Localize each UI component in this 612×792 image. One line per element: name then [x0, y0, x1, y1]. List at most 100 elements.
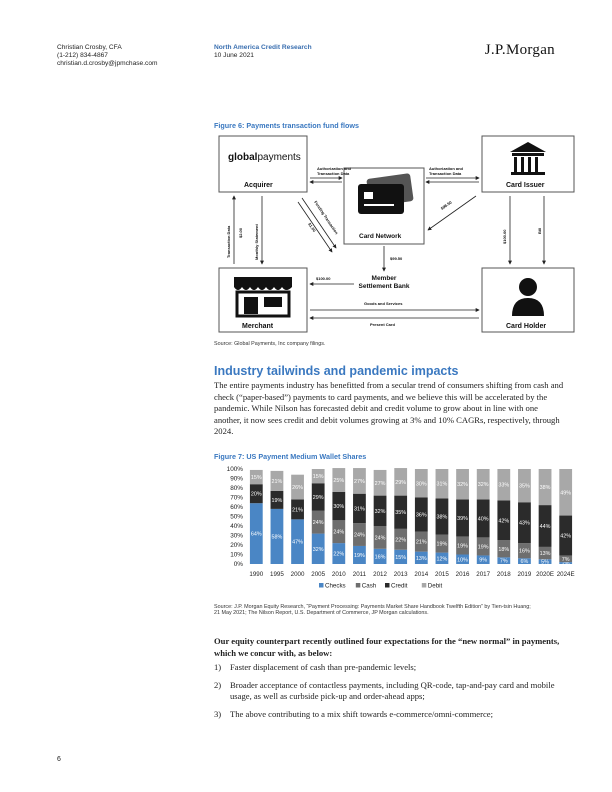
lead-paragraph: Our equity counterpart recently outlined…	[214, 636, 560, 658]
bar-segment-credit	[559, 515, 573, 556]
data-label: 16%	[519, 549, 530, 555]
member-bank-label-2: Settlement Bank	[359, 283, 410, 290]
bar-segment-debit	[538, 469, 552, 506]
list-item-number: 3)	[214, 708, 222, 719]
data-label: 12%	[437, 556, 448, 562]
author-block: Christian Crosby, CFA (1-212) 834-4867 c…	[57, 44, 158, 68]
y-tick-label: 40%	[230, 523, 243, 530]
bar-segment-credit	[435, 498, 449, 535]
data-label: 21%	[416, 540, 427, 546]
value-99-50-label: $99.50	[390, 256, 403, 261]
bar-segment-cash	[518, 543, 531, 559]
data-label: 33%	[498, 483, 509, 489]
data-label: 35%	[395, 510, 406, 516]
jpmorgan-logo: J.P.Morgan	[484, 42, 555, 58]
card-network-label: Card Network	[359, 233, 402, 240]
bars: 64% 20% 15% 58% 19% 21% 47% 21% 26% 32% 24% 29% 15% 2…	[249, 468, 573, 567]
data-label: 35%	[519, 484, 530, 490]
bar-segment-debit	[435, 469, 449, 499]
data-label: 10%	[457, 557, 468, 563]
bar-segment-credit	[456, 499, 469, 537]
x-tick-label: 2024E	[557, 571, 575, 578]
figure7-source: Source: J.P. Morgan Equity Research, “Pa…	[214, 604, 531, 616]
bar-segment-credit	[538, 505, 552, 547]
data-label: 31%	[354, 506, 365, 512]
data-label: 24%	[313, 520, 324, 526]
data-label: 32%	[457, 482, 468, 488]
list-item-number: 2)	[214, 679, 222, 690]
person-icon	[512, 278, 544, 316]
bar-segment-credit	[476, 499, 490, 538]
report-info: North America Credit Research 10 June 20…	[214, 44, 312, 60]
bar-segment-checks	[311, 533, 325, 564]
data-label: 24%	[375, 535, 386, 541]
transaction-data-label: Transaction Data	[226, 225, 231, 258]
x-tick-label: 2018	[497, 571, 511, 578]
data-label: 2%	[562, 561, 570, 567]
section-heading: Industry tailwinds and pandemic impacts	[214, 364, 459, 378]
merchant-box	[218, 267, 308, 333]
y-tick-label: 100%	[227, 466, 244, 473]
legend: Checks Cash Credit Debit	[319, 583, 443, 590]
data-label: 16%	[375, 554, 386, 560]
data-label: 21%	[272, 479, 283, 485]
bar-segment-debit	[456, 469, 469, 500]
legend-label: Cash	[362, 583, 377, 590]
member-bank-label-1: Member	[372, 275, 397, 282]
bar-segment-debit	[476, 469, 490, 500]
expectations-list: 1) Faster displacement of cash than pre-…	[214, 662, 574, 726]
bank-building-icon	[510, 142, 546, 175]
goods-services-label: Goods and Services	[364, 301, 403, 306]
bar-segment-checks	[414, 551, 428, 564]
data-label: 19%	[457, 543, 468, 549]
bar-segment-checks	[291, 519, 304, 564]
bar-segment-debit	[414, 469, 428, 498]
value-2-00-label: $2.00	[238, 227, 243, 238]
paragraph-text: The entire payments industry has benefit…	[214, 380, 564, 437]
x-tick-label: 2000	[291, 571, 305, 578]
globalpayments-logo: globalpayments	[228, 152, 301, 163]
bar-segment-debit	[559, 469, 573, 516]
data-label: 25%	[333, 478, 344, 484]
x-tick-label: 2017	[476, 571, 490, 578]
bar-segment-cash	[497, 540, 511, 558]
bar-segment-checks	[435, 552, 449, 564]
card-network-box	[343, 167, 425, 245]
storefront-icon	[234, 277, 292, 318]
data-label: 43%	[519, 521, 530, 527]
data-label: 7%	[562, 557, 570, 563]
value-98-50-label: $98.50	[440, 199, 454, 211]
data-label: 9%	[479, 558, 487, 564]
y-axis: 0% 10% 20% 30% 40% 50% 60% 70% 80% 90% 100%	[227, 466, 244, 568]
data-label: 19%	[272, 498, 283, 504]
x-tick-label: 2013	[394, 571, 408, 578]
legend-swatch-debit	[421, 583, 427, 588]
data-label: 32%	[313, 547, 324, 553]
data-label: 13%	[416, 556, 427, 562]
bar-segment-debit	[291, 474, 304, 500]
y-tick-label: 60%	[230, 504, 243, 511]
figure7-source-line2: 21 May 2021; The Nilson Report, U.S. Dep…	[214, 610, 429, 616]
bar-segment-cash	[559, 555, 573, 563]
bar-segment-cash	[414, 531, 428, 552]
value-100-holder-label: $100.00	[502, 229, 507, 244]
bill-label: Bill	[537, 228, 542, 234]
data-label: 5%	[541, 560, 549, 566]
data-label: 29%	[395, 480, 406, 486]
figure6-source: Source: Global Payments, Inc company fil…	[214, 341, 326, 347]
bar-segment-checks	[559, 562, 573, 564]
bar-segment-debit	[249, 469, 263, 485]
data-label: 64%	[251, 532, 262, 538]
bar-segment-credit	[249, 484, 263, 504]
legend-label: Checks	[325, 583, 346, 590]
wallet-shares-chart: 0% 10% 20% 30% 40% 50% 60% 70% 80% 90% 100% 64% 20%…	[227, 466, 575, 590]
author-email[interactable]: christian.d.crosby@jpmchase.com	[57, 60, 158, 67]
y-tick-label: 30%	[230, 533, 243, 540]
data-label: 19%	[354, 553, 365, 559]
x-tick-label: 2020E	[536, 571, 554, 578]
data-label: 6%	[521, 559, 529, 565]
bar-segment-checks	[497, 557, 511, 564]
bar-segment-checks	[476, 555, 490, 564]
monthly-statement-label: Monthly Statement	[254, 224, 259, 260]
list-item-number: 1)	[214, 662, 222, 672]
